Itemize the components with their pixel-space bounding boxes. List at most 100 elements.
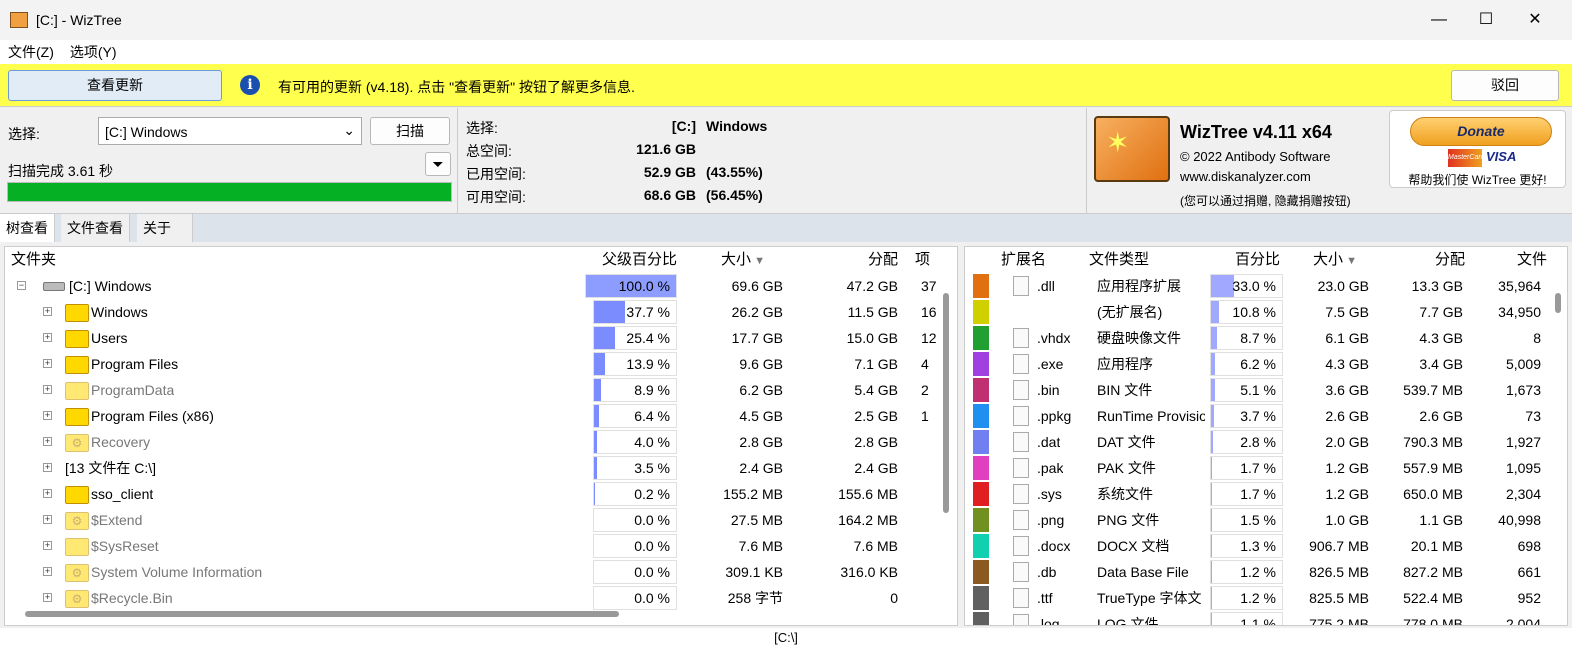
expand-icon[interactable]: +	[43, 566, 52, 576]
menu-options[interactable]: 选项(Y)	[69, 44, 117, 60]
table-row[interactable]: .docx DOCX 文档 1.3 % 906.7 MB 20.1 MB 698	[965, 533, 1567, 559]
files-cell: 1,673	[1505, 382, 1541, 398]
about-url[interactable]: www.diskanalyzer.com	[1180, 169, 1311, 184]
expand-icon[interactable]: +	[43, 358, 52, 368]
tab-about[interactable]: 关于	[137, 214, 193, 242]
table-row[interactable]: (无扩展名) 10.8 % 7.5 GB 7.7 GB 34,950	[965, 299, 1567, 325]
col-extension[interactable]: 扩展名	[1001, 251, 1047, 268]
percent-text: 2.8 %	[1240, 434, 1276, 450]
donate-button[interactable]: Donate	[1410, 117, 1552, 146]
expand-icon[interactable]: +	[43, 540, 52, 550]
drive-icon	[43, 282, 65, 291]
system-folder-icon: ⚙	[65, 434, 89, 452]
minimize-button[interactable]: —	[1431, 11, 1447, 28]
col-ext-size[interactable]: 大小 ▼	[1285, 247, 1357, 273]
size-cell: 826.5 MB	[1309, 564, 1369, 580]
col-ext-alloc[interactable]: 分配	[1434, 251, 1465, 268]
percent-bar	[1211, 405, 1214, 427]
col-size[interactable]: 大小 ▼	[685, 247, 765, 273]
percent-text: 33.0 %	[1232, 278, 1276, 294]
expand-icon[interactable]: +	[43, 514, 52, 524]
maximize-button[interactable]: ☐	[1478, 11, 1494, 28]
dismiss-button[interactable]: 驳回	[1451, 70, 1559, 101]
table-row[interactable]: + [13 文件在 C:\] 3.5 % 2.4 GB 2.4 GB	[5, 455, 957, 481]
table-row[interactable]: + Users 25.4 % 17.7 GB 15.0 GB 12	[5, 325, 957, 351]
extension-cell: .log	[1037, 616, 1060, 626]
col-files[interactable]: 文件	[1516, 251, 1547, 268]
folder-icon	[65, 486, 89, 504]
table-row[interactable]: .ttf TrueType 字体文 1.2 % 825.5 MB 522.4 MB 952	[965, 585, 1567, 611]
percent-text: 3.7 %	[1240, 408, 1276, 424]
drive-select[interactable]: [C:] Windows ⌄	[98, 117, 362, 145]
percent-cell: 33.0 %	[1210, 274, 1283, 298]
percent-cell: 3.7 %	[1210, 404, 1283, 428]
table-row[interactable]: .bin BIN 文件 5.1 % 3.6 GB 539.7 MB 1,673	[965, 377, 1567, 403]
expand-icon[interactable]: +	[43, 462, 52, 472]
expand-icon[interactable]: +	[43, 488, 52, 498]
table-row[interactable]: + sso_client 0.2 % 155.2 MB 155.6 MB	[5, 481, 957, 507]
table-row[interactable]: .log LOG 文件 1.1 % 775.2 MB 778.0 MB 2,004	[965, 611, 1567, 626]
size-cell: 6.2 GB	[739, 382, 783, 398]
menu-file[interactable]: 文件(Z)	[8, 44, 54, 60]
table-row[interactable]: .dll 应用程序扩展 33.0 % 23.0 GB 13.3 GB 35,964	[965, 273, 1567, 299]
expand-icon[interactable]: +	[43, 436, 52, 446]
tree-horizontal-scrollbar[interactable]	[25, 611, 619, 617]
col-parent-pct[interactable]: 父级百分比	[601, 251, 677, 268]
check-update-button[interactable]: 查看更新	[8, 70, 222, 101]
update-bar: 查看更新 i 有可用的更新 (v4.18). 点击 "查看更新" 按钮了解更多信…	[0, 64, 1572, 107]
table-row[interactable]: .exe 应用程序 6.2 % 4.3 GB 3.4 GB 5,009	[965, 351, 1567, 377]
file-type-cell: 应用程序	[1097, 356, 1153, 372]
expand-icon[interactable]: +	[43, 384, 52, 394]
table-row[interactable]: .sys 系统文件 1.7 % 1.2 GB 650.0 MB 2,304	[965, 481, 1567, 507]
table-row[interactable]: + Program Files 13.9 % 9.6 GB 7.1 GB 4	[5, 351, 957, 377]
alloc-cell: 2.6 GB	[1419, 408, 1463, 424]
table-row[interactable]: .db Data Base File 1.2 % 826.5 MB 827.2 MB 66…	[965, 559, 1567, 585]
drive-info-label: 总空间:	[466, 143, 512, 159]
table-row[interactable]: + $SysReset 0.0 % 7.6 MB 7.6 MB	[5, 533, 957, 559]
tree-vertical-scrollbar[interactable]	[943, 293, 949, 513]
table-row[interactable]: .ppkg RunTime Provisio 3.7 % 2.6 GB 2.6 GB 73	[965, 403, 1567, 429]
donate-panel[interactable]: Donate MasterCard VISA 帮助我们使 WizTree 更好!	[1389, 110, 1566, 188]
col-file-type[interactable]: 文件类型	[1089, 251, 1150, 268]
sort-desc-icon: ▼	[751, 255, 765, 267]
collapse-icon[interactable]: −	[17, 280, 26, 290]
table-row[interactable]: − [C:] Windows 100.0 % 69.6 GB 47.2 GB 37	[5, 273, 957, 299]
table-row[interactable]: .dat DAT 文件 2.8 % 2.0 GB 790.3 MB 1,927	[965, 429, 1567, 455]
tab-tree-view[interactable]: 树查看	[0, 214, 55, 242]
table-row[interactable]: .pak PAK 文件 1.7 % 1.2 GB 557.9 MB 1,095	[965, 455, 1567, 481]
percent-cell: 1.3 %	[1210, 534, 1283, 558]
table-row[interactable]: + ⚙ System Volume Information 0.0 % 309.1 KB…	[5, 559, 957, 585]
table-row[interactable]: + Windows 37.7 % 26.2 GB 11.5 GB 16	[5, 299, 957, 325]
table-row[interactable]: + Program Files (x86) 6.4 % 4.5 GB 2.5 GB 1	[5, 403, 957, 429]
table-row[interactable]: + ⚙ $Extend 0.0 % 27.5 MB 164.2 MB	[5, 507, 957, 533]
filter-button[interactable]: ⏷	[425, 152, 451, 176]
expand-icon[interactable]: +	[43, 410, 52, 420]
close-button[interactable]: ✕	[1528, 11, 1542, 28]
ext-vertical-scrollbar[interactable]	[1555, 293, 1561, 313]
table-row[interactable]: .vhdx 硬盘映像文件 8.7 % 6.1 GB 4.3 GB 8	[965, 325, 1567, 351]
percent-bar	[586, 275, 676, 297]
scan-button[interactable]: 扫描	[370, 117, 450, 145]
table-row[interactable]: .png PNG 文件 1.5 % 1.0 GB 1.1 GB 40,998	[965, 507, 1567, 533]
percent-cell: 6.2 %	[1210, 352, 1283, 376]
table-row[interactable]: + ⚙ Recovery 4.0 % 2.8 GB 2.8 GB	[5, 429, 957, 455]
percent-bar	[1211, 431, 1213, 453]
magic-wand-icon: ✶	[1106, 127, 1130, 158]
percent-text: 0.0 %	[634, 512, 670, 528]
expand-icon[interactable]: +	[43, 332, 52, 342]
folder-name: Program Files (x86)	[91, 408, 214, 424]
expand-icon[interactable]: +	[43, 306, 52, 316]
table-row[interactable]: + ProgramData 8.9 % 6.2 GB 5.4 GB 2	[5, 377, 957, 403]
col-ext-size-label: 大小	[1313, 251, 1344, 268]
alloc-cell: 1.1 GB	[1419, 512, 1463, 528]
col-items[interactable]: 项	[915, 251, 931, 268]
extension-cell: .dat	[1037, 434, 1061, 450]
expand-icon[interactable]: +	[43, 592, 52, 602]
col-folder[interactable]: 文件夹	[11, 251, 57, 268]
table-row[interactable]: + ⚙ $Recycle.Bin 0.0 % 258 字节 0	[5, 585, 957, 611]
col-alloc[interactable]: 分配	[867, 251, 898, 268]
col-percent[interactable]: 百分比	[1234, 251, 1280, 268]
folder-name: $SysReset	[91, 538, 159, 554]
items-cell	[921, 429, 941, 455]
tab-file-view[interactable]: 文件查看	[61, 214, 130, 242]
